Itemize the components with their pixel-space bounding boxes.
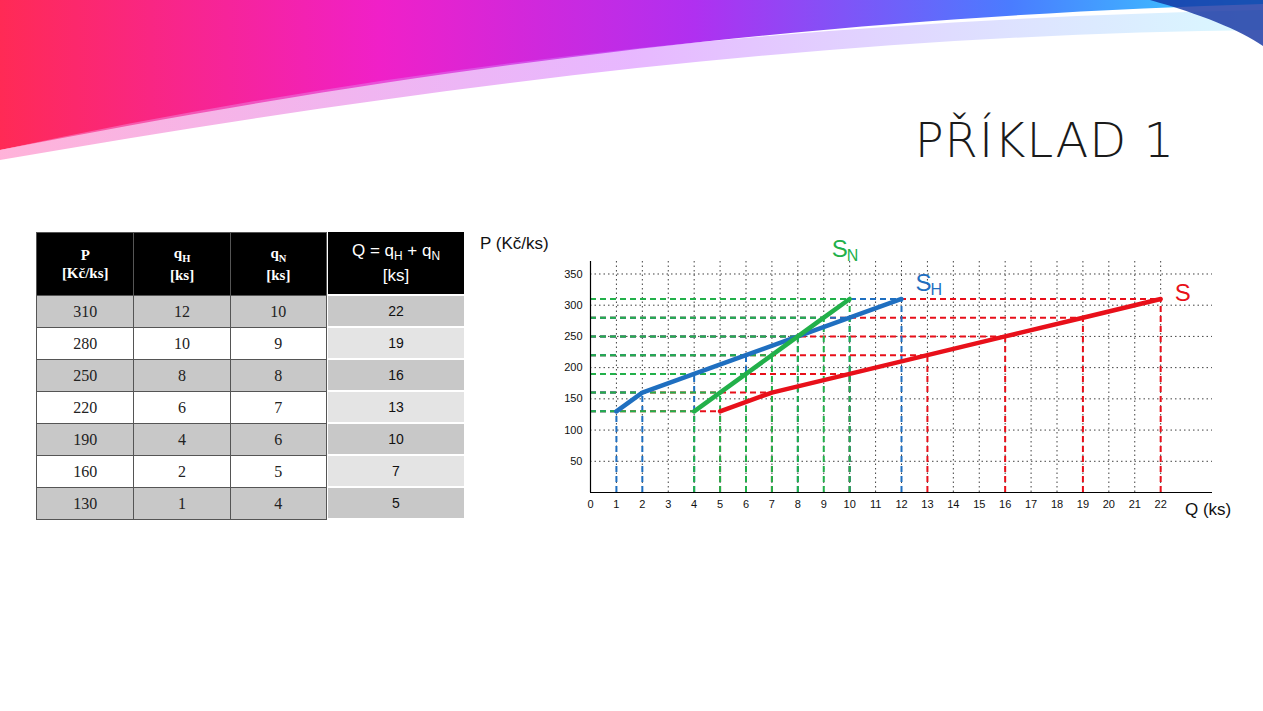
svg-text:17: 17 [1025,498,1037,510]
svg-text:16: 16 [999,498,1011,510]
html-text:7: 7 [392,463,400,479]
svg-text:5: 5 [717,498,723,510]
html-text:[ks]: [ks] [382,265,410,285]
html-text:PŘÍKLAD 1: PŘÍKLAD 1 [914,112,1175,168]
svg-text:18: 18 [1051,498,1063,510]
svg-text:15: 15 [973,498,985,510]
svg-text:20: 20 [1103,498,1115,510]
svg-text:7: 7 [769,498,775,510]
svg-text:H: H [931,281,943,298]
svg-text:1: 1 [613,498,619,510]
svg-text:0: 0 [587,498,593,510]
html-text:Q (ks): Q (ks) [1185,500,1232,519]
html-text:7: 7 [274,398,283,416]
svg-text:N: N [847,247,859,264]
html-text:Q = qH+ qN: Q = qH+ qN [352,241,440,264]
html-text:10: 10 [174,334,191,352]
html-text:1: 1 [178,494,187,512]
html-text:10: 10 [388,431,404,447]
html-text:6: 6 [274,430,283,448]
svg-text:14: 14 [947,498,959,510]
html-text:[ks]: [ks] [170,266,195,283]
svg-text:13: 13 [921,498,933,510]
html-text:13: 13 [388,399,404,415]
html-text:4: 4 [178,430,187,448]
svg-text:10: 10 [844,498,856,510]
svg-text:12: 12 [895,498,907,510]
svg-text:S: S [916,269,932,296]
html-text:130: 130 [73,494,98,512]
svg-text:8: 8 [795,498,801,510]
html-text:190: 190 [73,430,98,448]
svg-text:4: 4 [691,498,697,510]
html-text:8: 8 [178,366,187,384]
svg-text:2: 2 [639,498,645,510]
svg-text:250: 250 [564,330,582,342]
html-text:6: 6 [178,398,187,416]
html-text:8: 8 [274,366,283,384]
svg-text:22: 22 [1155,498,1167,510]
svg-text:100: 100 [564,424,582,436]
html-text:310: 310 [73,302,98,320]
svg-text:9: 9 [821,498,827,510]
svg-text:19: 19 [1077,498,1089,510]
html-text:250: 250 [73,366,98,384]
html-text:4: 4 [274,494,283,512]
html-text:22: 22 [388,303,404,319]
html-text:qN: qN [270,245,287,265]
html-text:19: 19 [388,335,404,351]
html-text:[ks]: [ks] [266,266,291,283]
svg-text:S: S [832,235,848,262]
html-text:[Kč/ks]: [Kč/ks] [61,265,109,281]
svg-text:3: 3 [665,498,671,510]
html-text:5: 5 [274,462,283,480]
html-text:10: 10 [270,302,287,320]
html-text:16: 16 [388,367,404,383]
html-text:qH: qH [173,245,191,265]
svg-text:200: 200 [564,361,582,373]
svg-text:350: 350 [564,268,582,280]
svg-text:6: 6 [743,498,749,510]
html-text:5: 5 [392,495,400,511]
html-text:280: 280 [73,334,98,352]
html-text:P (Kč/ks): P (Kč/ks) [480,234,549,253]
svg-text:50: 50 [570,455,582,467]
svg-text:21: 21 [1129,498,1141,510]
svg-text:11: 11 [870,498,881,510]
svg-text:150: 150 [564,392,582,404]
html-text:2: 2 [178,462,187,480]
svg-text:S: S [1175,279,1191,306]
html-text:12: 12 [174,302,191,320]
svg-text:300: 300 [564,299,582,311]
html-text:P: P [80,247,90,263]
html-text:220: 220 [73,398,98,416]
html-text:9: 9 [274,334,283,352]
html-text:160: 160 [73,462,98,480]
